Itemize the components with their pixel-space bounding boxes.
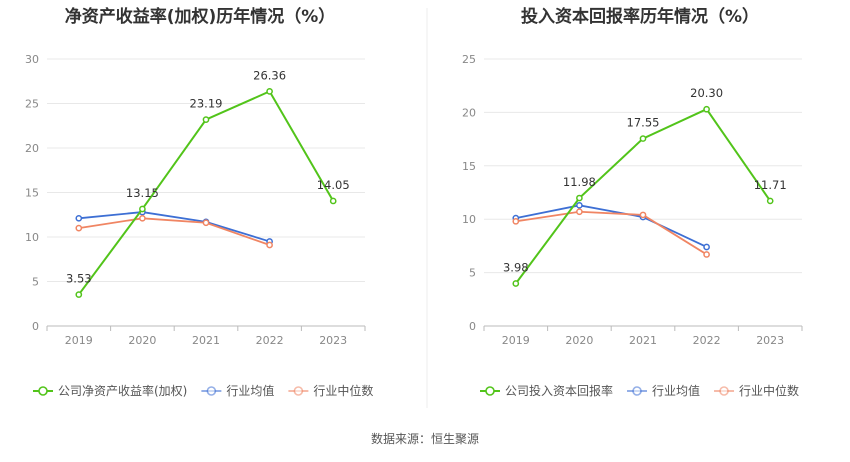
- data-point[interactable]: [75, 291, 83, 298]
- legend: 公司净资产收益率(加权) 行业均值 行业中位数: [33, 383, 373, 398]
- chart-2: 投入资本回报率历年情况（%） 0 5 10 15 20 25 2019 2020 2021 2022…: [462, 6, 803, 398]
- legend-label: 行业均值: [226, 383, 274, 398]
- data-label: 23.19: [190, 97, 223, 111]
- data-source: 数据来源：恒生聚源: [371, 431, 479, 446]
- y-tick-label: 30: [25, 53, 39, 66]
- x-tick-label: 2020: [128, 334, 156, 347]
- data-point[interactable]: [703, 243, 710, 251]
- x-tick-label: 2022: [256, 334, 284, 347]
- data-label: 3.98: [503, 260, 529, 274]
- legend-item[interactable]: 行业均值: [627, 383, 700, 398]
- x-tick-label: 2019: [502, 334, 530, 347]
- y-tick-label: 20: [25, 142, 39, 155]
- data-point[interactable]: [75, 224, 83, 232]
- y-tick-label: 5: [469, 267, 476, 280]
- x-tick-label: 2020: [565, 334, 593, 347]
- data-point[interactable]: [703, 251, 710, 258]
- legend-swatch-marker: [632, 386, 642, 396]
- series-line: [78, 211, 270, 243]
- x-tick-label: 2023: [756, 334, 784, 347]
- x-tick-label: 2021: [629, 334, 657, 347]
- legend-label: 行业均值: [652, 383, 700, 398]
- data-label: 11.98: [563, 175, 596, 189]
- legend: 公司投入资本回报率 行业均值 行业中位数: [480, 383, 799, 398]
- data-point[interactable]: [202, 219, 210, 227]
- legend-label: 公司投入资本回报率: [505, 383, 613, 398]
- data-label: 3.53: [66, 272, 92, 286]
- legend-swatch-marker: [206, 386, 217, 396]
- data-point[interactable]: [576, 201, 583, 209]
- legend-swatch-marker: [719, 386, 729, 396]
- data-point[interactable]: [703, 105, 710, 113]
- data-point[interactable]: [329, 197, 337, 205]
- data-point[interactable]: [139, 205, 146, 213]
- legend-item[interactable]: 行业中位数: [714, 383, 799, 398]
- data-label: 13.15: [126, 186, 159, 200]
- data-point[interactable]: [266, 241, 273, 249]
- chart-1: 净资产收益率(加权)历年情况（%） 0 5 10 15 20 25 30 2019 2020 202…: [25, 6, 373, 398]
- y-tick-label: 0: [32, 320, 39, 333]
- y-tick-label: 5: [32, 276, 39, 289]
- legend-swatch-marker: [485, 386, 495, 396]
- data-label: 20.30: [690, 86, 723, 100]
- x-tick-label: 2023: [319, 334, 347, 347]
- series-line: [515, 204, 707, 248]
- data-point[interactable]: [202, 116, 210, 123]
- legend-swatch-marker: [293, 386, 304, 396]
- x-tick-label: 2022: [693, 334, 721, 347]
- legend-item[interactable]: 公司投入资本回报率: [480, 383, 613, 398]
- y-tick-label: 25: [25, 98, 39, 111]
- y-tick-label: 20: [462, 106, 476, 119]
- series-line: [515, 210, 708, 256]
- data-point[interactable]: [266, 88, 273, 95]
- data-label: 26.36: [253, 68, 286, 82]
- data-label: 11.71: [754, 178, 787, 192]
- x-tick-label: 2021: [192, 334, 220, 347]
- data-point[interactable]: [576, 208, 583, 216]
- legend-label: 公司净资产收益率(加权): [58, 383, 187, 398]
- legend-item[interactable]: 行业均值: [201, 383, 274, 398]
- legend-item[interactable]: 行业中位数: [288, 383, 373, 398]
- data-point[interactable]: [639, 211, 647, 219]
- y-tick-label: 15: [25, 187, 39, 200]
- data-point[interactable]: [766, 197, 774, 205]
- chart-title: 投入资本回报率历年情况（%）: [521, 6, 759, 27]
- data-point[interactable]: [139, 214, 146, 222]
- x-tick-label: 2019: [65, 334, 93, 347]
- data-point[interactable]: [512, 280, 520, 287]
- chart-title: 净资产收益率(加权)历年情况（%）: [65, 6, 336, 27]
- y-tick-label: 25: [462, 53, 476, 66]
- y-tick-label: 10: [25, 231, 39, 244]
- legend-item[interactable]: 公司净资产收益率(加权): [33, 383, 187, 398]
- data-label: 14.05: [317, 178, 350, 192]
- legend-swatch-marker: [38, 386, 48, 396]
- data-point[interactable]: [75, 214, 83, 222]
- data-point[interactable]: [576, 194, 583, 202]
- data-point[interactable]: [639, 135, 647, 142]
- y-tick-label: 0: [469, 320, 476, 333]
- data-point[interactable]: [512, 217, 520, 225]
- y-tick-label: 10: [462, 213, 476, 226]
- legend-label: 行业中位数: [739, 383, 799, 398]
- legend-label: 行业中位数: [313, 383, 373, 398]
- y-tick-label: 15: [462, 160, 476, 173]
- data-label: 17.55: [627, 116, 660, 130]
- series-line: [78, 217, 270, 246]
